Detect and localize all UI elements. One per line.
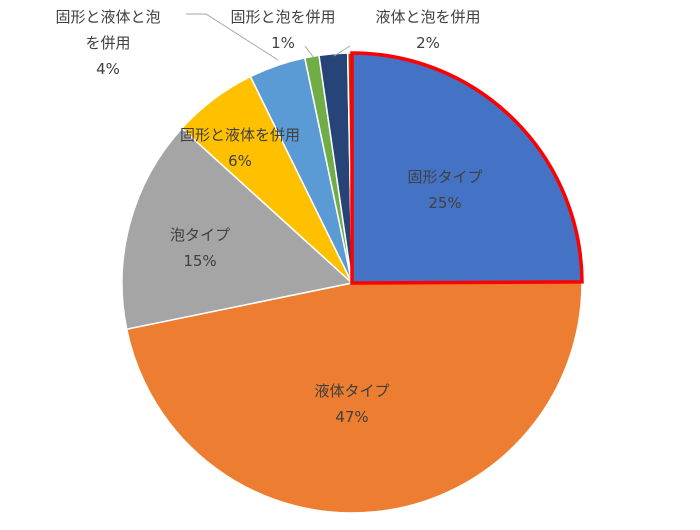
slice-percent-6: 2% (416, 34, 440, 52)
pie-slice-1 (125, 281, 583, 514)
leader-line-4 (186, 13, 279, 61)
leader-line-5 (304, 45, 315, 59)
slice-percent-5: 1% (271, 34, 295, 52)
data-labels: 固形タイプ 25% 液体タイプ 47% 泡タイプ 15% 固形と液体を併用 6% 固形と液体と泡… (55, 8, 482, 426)
slice-label-1: 液体タイプ (314, 382, 389, 400)
slice-label-3: 固形と液体を併用 (180, 126, 300, 144)
leader-line-6 (333, 45, 351, 57)
slice-label-4-line-0: 固形と液体と泡 (55, 8, 160, 26)
slice-label-6: 液体と泡を併用 (375, 8, 480, 26)
pie-slices (121, 51, 584, 514)
leader-lines (186, 13, 351, 61)
slice-percent-4: 4% (96, 60, 120, 78)
slice-percent-2: 15% (183, 252, 216, 270)
slice-label-5: 固形と泡を併用 (230, 8, 335, 26)
highlighted-slice-outline (350, 51, 584, 285)
slice-percent-0: 25% (428, 194, 461, 212)
slice-percent-3: 6% (228, 152, 252, 170)
slice-label-4-line-1: を併用 (85, 34, 130, 52)
slice-percent-1: 47% (335, 408, 368, 426)
pie-slice-2 (121, 127, 354, 331)
slice-label-0: 固形タイプ (407, 168, 482, 186)
slice-label-2: 泡タイプ (170, 226, 230, 244)
